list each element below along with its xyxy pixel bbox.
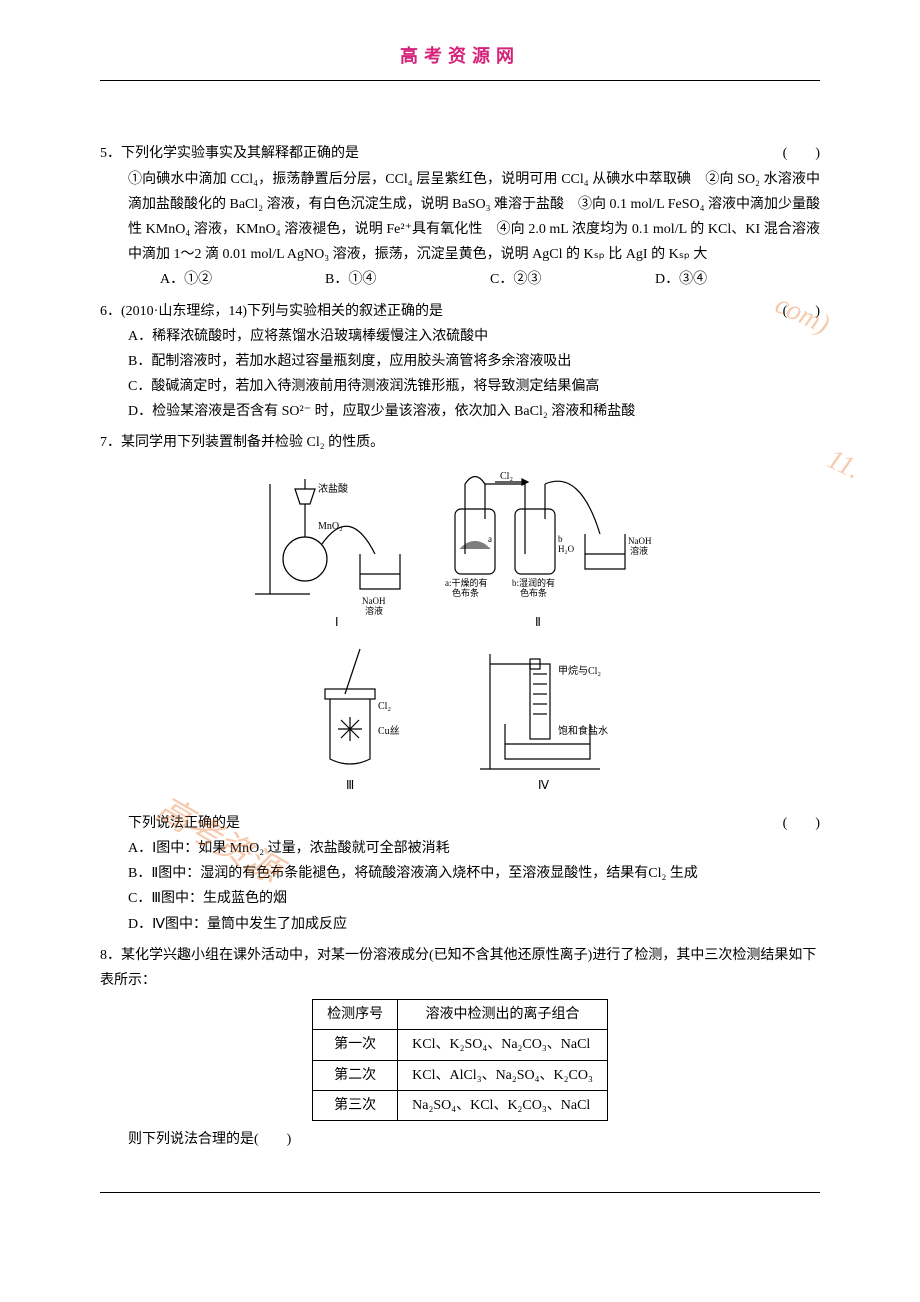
- q7-paren: ( ): [763, 811, 820, 836]
- question-8: 8．某化学兴趣小组在课外活动中，对某一份溶液成分(已知不含其他还原性离子)进行了…: [100, 943, 820, 1152]
- q5-optB: B．①④: [325, 267, 490, 292]
- question-6: 6．(2010·山东理综，14)下列与实验相关的叙述正确的是 ( ) A．稀释浓…: [100, 299, 820, 425]
- q5-optD: D．③④: [655, 267, 820, 292]
- q5-options: A．①② B．①④ C．②③ D．③④: [100, 267, 820, 292]
- label-roman1: Ⅰ: [335, 615, 339, 629]
- q6-optA: A．稀释浓硫酸时，应将蒸馏水沿玻璃棒缓慢注入浓硫酸中: [100, 324, 820, 349]
- svg-text:色布条: 色布条: [452, 587, 479, 598]
- label-roman4: Ⅳ: [538, 778, 549, 792]
- label-b: b: [558, 534, 563, 544]
- q5-optA: A．①②: [160, 267, 325, 292]
- q8-r2c1: 第二次: [313, 1060, 398, 1090]
- question-5: 5．下列化学实验事实及其解释都正确的是 ( ) ①向碘水中滴加 CCl₄，振荡静…: [100, 141, 820, 292]
- q6-stem-text: (2010·山东理综，14)下列与实验相关的叙述正确的是: [121, 304, 443, 319]
- q6-optB: B．配制溶液时，若加水超过容量瓶刻度，应用胶头滴管将多余溶液吸出: [100, 349, 820, 374]
- q8-r3c1: 第三次: [313, 1090, 398, 1120]
- label-cl2b: Cl₂: [378, 701, 391, 712]
- q6-num: 6．: [100, 304, 121, 319]
- q6-stem: 6．(2010·山东理综，14)下列与实验相关的叙述正确的是: [100, 299, 763, 324]
- q7-optB: B．Ⅱ图中：湿润的有色布条能褪色，将硫酸溶液滴入烧杯中，至溶液显酸性，结果有Cl…: [100, 861, 820, 886]
- label-baohe: 饱和食盐水: [558, 724, 608, 737]
- q8-th1: 检测序号: [313, 1000, 398, 1030]
- q8-r3c2: Na₂SO₄、KCl、K₂CO₃、NaCl: [398, 1090, 608, 1120]
- svg-text:溶液: 溶液: [630, 545, 648, 556]
- q7-substem: 下列说法正确的是: [128, 811, 763, 836]
- q8-r1c1: 第一次: [313, 1030, 398, 1060]
- label-roman2: Ⅱ: [535, 615, 541, 629]
- q5-paren: ( ): [763, 141, 820, 166]
- q8-r2c2: KCl、AlCl₃、Na₂SO₄、K₂CO₃: [398, 1060, 608, 1090]
- svg-text:b:湿润的有: b:湿润的有: [512, 577, 555, 588]
- page-header: 高考资源网: [100, 40, 820, 81]
- q8-stem: 某化学兴趣小组在课外活动中，对某一份溶液成分(已知不含其他还原性离子)进行了检测…: [100, 948, 816, 988]
- q5-stem: 5．下列化学实验事实及其解释都正确的是: [100, 141, 763, 166]
- q6-optD: D．检验某溶液是否含有 SO²⁻ 时，应取少量该溶液，依次加入 BaCl₂ 溶液…: [100, 399, 820, 424]
- footer-rule: [100, 1192, 820, 1193]
- q5-stem-text: 下列化学实验事实及其解释都正确的是: [121, 146, 359, 161]
- label-h2o: H₂O: [558, 544, 575, 554]
- q8-num: 8．: [100, 948, 121, 963]
- apparatus-svg: 浓盐酸 MnO₂ NaOH 溶液 Ⅰ Cl₂ a: [250, 464, 670, 794]
- label-cl2: Cl₂: [500, 471, 513, 482]
- label-naoh1: NaOH: [362, 596, 386, 606]
- q8-r1c2: KCl、K₂SO₄、Na₂CO₃、NaCl: [398, 1030, 608, 1060]
- q6-optC: C．酸碱滴定时，若加入待测液前用待测液润洗锥形瓶，将导致测定结果偏高: [100, 374, 820, 399]
- label-jiawan: 甲烷与Cl₂: [558, 664, 601, 677]
- q7-optC: C．Ⅲ图中：生成蓝色的烟: [100, 886, 820, 911]
- q6-paren: ( ): [763, 299, 820, 324]
- question-7: 7．某同学用下列装置制备并检验 Cl₂ 的性质。 浓盐酸 MnO₂ NaOH: [100, 430, 820, 936]
- label-cusi: Cu丝: [378, 725, 400, 737]
- watermark-11: 11.: [818, 435, 869, 495]
- q8-sub: 则下列说法合理的是( ): [100, 1127, 820, 1152]
- svg-text:a:干燥的有: a:干燥的有: [445, 577, 488, 588]
- label-nongyansuan: 浓盐酸: [318, 482, 348, 495]
- header-title: 高考资源网: [400, 46, 520, 66]
- q5-body: ①向碘水中滴加 CCl₄，振荡静置后分层，CCl₄ 层呈紫红色，说明可用 CCl…: [100, 167, 820, 268]
- svg-text:NaOH: NaOH: [628, 536, 652, 546]
- label-mno2: MnO₂: [318, 521, 343, 532]
- q7-optD: D．Ⅳ图中：量筒中发生了加成反应: [100, 912, 820, 937]
- q5-optC: C．②③: [490, 267, 655, 292]
- svg-text:溶液: 溶液: [365, 605, 383, 616]
- q7-figure: 浓盐酸 MnO₂ NaOH 溶液 Ⅰ Cl₂ a: [100, 464, 820, 803]
- q7-stem: 某同学用下列装置制备并检验 Cl₂ 的性质。: [121, 435, 384, 450]
- q7-optA: A．Ⅰ图中：如果 MnO₂ 过量，浓盐酸就可全部被消耗: [100, 836, 820, 861]
- label-a: a: [488, 534, 492, 544]
- q7-num: 7．: [100, 435, 121, 450]
- q8-table: 检测序号 溶液中检测出的离子组合 第一次 KCl、K₂SO₄、Na₂CO₃、Na…: [312, 999, 608, 1121]
- label-roman3: Ⅲ: [346, 778, 354, 792]
- q5-num: 5．: [100, 146, 121, 161]
- svg-text:色布条: 色布条: [520, 587, 547, 598]
- q8-th2: 溶液中检测出的离子组合: [398, 1000, 608, 1030]
